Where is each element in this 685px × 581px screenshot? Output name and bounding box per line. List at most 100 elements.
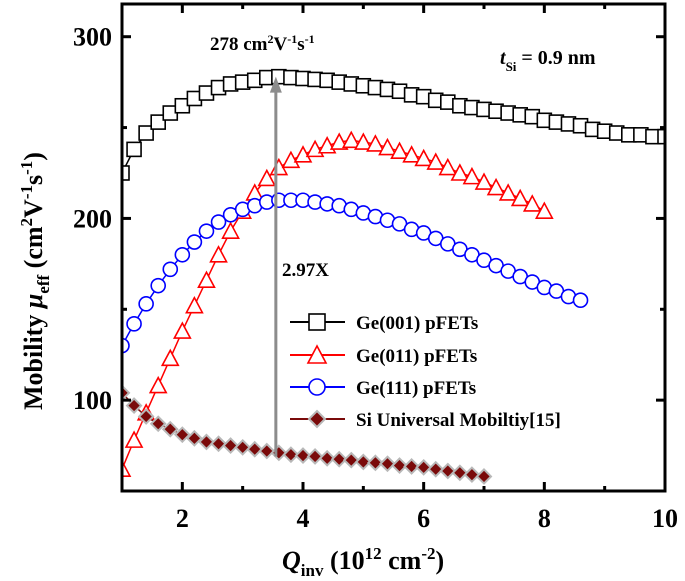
data-point	[282, 446, 300, 464]
data-marks	[122, 68, 665, 485]
axis-ticks: 2 4 6 8 10 100 200 300	[73, 4, 678, 533]
data-point	[210, 435, 227, 453]
legend-item: Ge(111) pFETs	[290, 378, 476, 399]
data-point	[160, 348, 180, 367]
data-point	[173, 426, 191, 444]
data-point	[534, 201, 554, 219]
plot-frame	[120, 2, 667, 493]
series-group	[122, 68, 665, 485]
data-point	[122, 337, 130, 354]
data-point	[293, 145, 313, 163]
thickness-annotation: tSi = 0.9 nm	[500, 47, 596, 74]
x-tick-label: 4	[297, 504, 310, 533]
data-point	[122, 459, 132, 477]
x-tick-label: 8	[538, 504, 551, 533]
data-point	[221, 221, 240, 239]
data-point	[330, 450, 348, 468]
data-point	[462, 166, 482, 185]
data-point	[475, 468, 493, 485]
data-point	[126, 316, 142, 332]
data-point	[138, 296, 154, 312]
legend: Ge(001) pFETs Ge(011) pFETs Ge(111) pFETs S…	[290, 313, 561, 431]
data-point	[306, 448, 324, 465]
data-point	[342, 451, 360, 469]
data-point	[150, 114, 166, 130]
data-point	[474, 172, 494, 190]
legend-marker	[307, 409, 327, 429]
data-point	[294, 447, 312, 464]
data-point	[122, 384, 131, 402]
data-point	[210, 214, 227, 230]
legend-marker	[308, 378, 326, 396]
data-point	[186, 234, 203, 250]
data-point	[257, 168, 277, 187]
data-point	[198, 433, 215, 451]
data-point	[366, 454, 384, 472]
legend-label: Ge(111) pFETs	[356, 378, 476, 399]
data-point	[415, 458, 433, 476]
data-point	[209, 245, 228, 263]
legend-label: Si Universal Mobiltiy[15]	[356, 410, 561, 431]
legend-marker	[306, 344, 328, 364]
data-point	[366, 134, 385, 152]
data-point	[403, 458, 421, 475]
data-point	[426, 152, 446, 170]
data-point	[354, 453, 372, 471]
arrow-head	[269, 76, 282, 93]
data-point	[318, 449, 336, 467]
data-point	[258, 442, 276, 460]
data-point	[486, 177, 506, 196]
data-point	[390, 141, 409, 159]
data-point	[378, 137, 397, 156]
data-point	[222, 437, 240, 454]
data-point	[341, 130, 361, 149]
data-point	[438, 157, 458, 176]
data-point	[122, 165, 130, 181]
data-point	[174, 246, 191, 263]
series-square	[122, 68, 665, 181]
data-point	[402, 145, 421, 163]
data-point	[427, 460, 445, 478]
data-point	[281, 150, 301, 169]
x-tick-label: 10	[652, 504, 678, 533]
legend-label: Ge(011) pFETs	[356, 346, 477, 367]
ratio-annotation: 2.97X	[282, 260, 329, 281]
y-axis-label: Mobility μeff (cm2V-1s-1)	[17, 152, 53, 410]
data-point	[185, 295, 204, 314]
data-point	[161, 420, 179, 438]
data-point	[198, 223, 215, 239]
data-point	[125, 397, 143, 415]
data-point	[124, 430, 144, 448]
data-point	[162, 261, 179, 278]
legend-label: Ge(001) pFETs	[356, 313, 478, 334]
series-circle	[122, 192, 589, 354]
peak-annotation: 278 cm2V-1s-1	[210, 32, 315, 55]
data-point	[149, 415, 167, 433]
data-point	[510, 188, 530, 207]
data-point	[572, 292, 589, 308]
data-point	[148, 375, 168, 394]
data-point	[522, 194, 542, 212]
data-point	[270, 444, 288, 462]
data-point	[379, 455, 396, 473]
legend-item: Ge(001) pFETs	[290, 313, 478, 334]
legend-item: Ge(011) pFETs	[290, 344, 477, 367]
data-point	[172, 321, 192, 339]
data-point	[391, 457, 408, 474]
data-point	[451, 464, 469, 482]
data-point	[354, 132, 373, 150]
x-tick-label: 2	[176, 504, 189, 533]
data-point	[463, 466, 481, 484]
y-tick-label: 100	[73, 386, 112, 415]
legend-marker	[308, 313, 326, 331]
data-point	[450, 163, 470, 181]
series-diamond	[122, 384, 493, 485]
data-point	[414, 148, 433, 167]
data-point	[439, 462, 457, 480]
data-point	[126, 141, 142, 158]
x-axis-label: Qinv (1012 cm-2)	[282, 544, 444, 580]
data-point	[197, 270, 216, 289]
data-point	[329, 132, 349, 150]
data-point	[185, 429, 203, 447]
